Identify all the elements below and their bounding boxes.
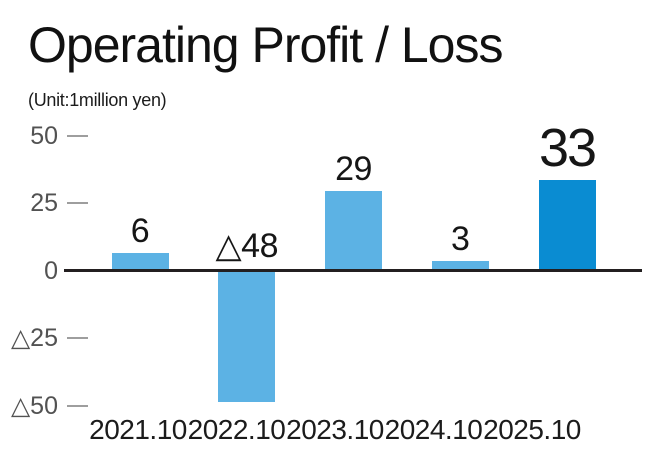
x-axis-label: 2024.10 xyxy=(384,414,483,445)
x-axis-label: 2022.10 xyxy=(187,414,286,445)
y-axis-tick xyxy=(67,134,88,137)
bar-value-label: 33 xyxy=(538,117,597,178)
bar xyxy=(325,190,382,269)
y-axis-tick xyxy=(67,202,88,204)
unit-label: (Unit:1million yen) xyxy=(28,90,167,110)
bar xyxy=(111,252,169,269)
bar xyxy=(538,179,596,269)
bar-value-label: △48 xyxy=(215,227,279,265)
y-axis-label: △25 xyxy=(10,324,58,352)
y-axis-tick xyxy=(67,337,88,339)
bar-value-label: 6 xyxy=(130,211,150,250)
x-axis-label: 2021.10 xyxy=(89,414,187,445)
bar xyxy=(431,260,489,269)
bar-value-label: 3 xyxy=(451,219,470,258)
x-axis-label: 2023.10 xyxy=(286,414,384,445)
y-axis-label: 0 xyxy=(44,256,58,285)
y-axis-label: △50 xyxy=(10,391,58,420)
bar xyxy=(218,272,276,402)
x-axis-label: 2025.10 xyxy=(483,414,581,445)
chart-title: Operating Profit / Loss xyxy=(28,17,503,73)
bar-value-label: 29 xyxy=(335,149,372,188)
y-axis-label: 50 xyxy=(30,121,58,150)
y-axis-tick xyxy=(67,404,88,407)
y-axis-label: 25 xyxy=(30,189,58,217)
zero-axis-line xyxy=(64,269,642,272)
